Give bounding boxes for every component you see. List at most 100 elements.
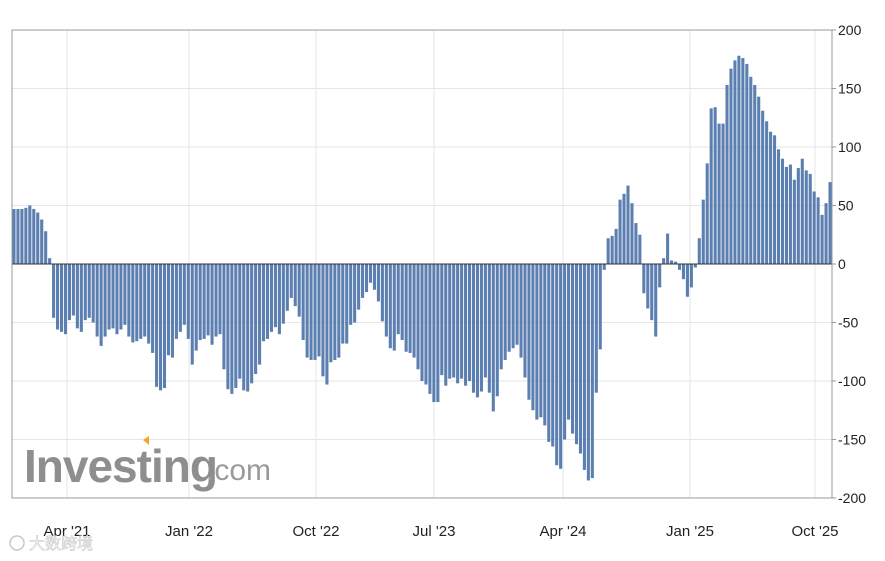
bar bbox=[115, 264, 119, 335]
bar bbox=[194, 264, 198, 351]
bar bbox=[159, 264, 163, 391]
bar bbox=[400, 264, 404, 341]
bar bbox=[218, 264, 222, 335]
bar bbox=[448, 264, 452, 379]
bar bbox=[563, 264, 567, 440]
bar bbox=[471, 264, 476, 393]
bar bbox=[606, 238, 610, 264]
bar bbox=[527, 264, 531, 400]
bar bbox=[131, 264, 135, 343]
bar bbox=[143, 264, 147, 337]
bar bbox=[824, 203, 828, 264]
bar bbox=[24, 207, 28, 264]
bar bbox=[147, 264, 151, 344]
bar bbox=[713, 107, 717, 264]
bar bbox=[551, 264, 555, 447]
bar bbox=[503, 264, 507, 360]
bar bbox=[254, 264, 258, 374]
bar bbox=[123, 264, 127, 325]
bar bbox=[559, 264, 563, 469]
bar bbox=[361, 264, 365, 298]
bar bbox=[753, 84, 757, 265]
bar bbox=[67, 264, 71, 321]
bar bbox=[139, 264, 143, 339]
bar bbox=[717, 123, 721, 264]
bar bbox=[345, 264, 349, 344]
bar bbox=[444, 264, 448, 386]
bar bbox=[368, 264, 373, 283]
bar bbox=[440, 264, 444, 376]
bar bbox=[761, 110, 765, 264]
bar bbox=[127, 264, 131, 337]
bar bbox=[567, 264, 571, 420]
bar bbox=[737, 55, 741, 264]
bar bbox=[769, 131, 773, 264]
bar bbox=[52, 264, 56, 318]
bar bbox=[479, 264, 483, 392]
bar bbox=[650, 264, 654, 321]
bar bbox=[804, 170, 808, 264]
bar bbox=[424, 264, 428, 385]
bar bbox=[773, 135, 777, 264]
logo-accent-icon bbox=[143, 436, 149, 445]
bar bbox=[535, 264, 539, 420]
bar bbox=[788, 164, 792, 264]
bar bbox=[721, 123, 725, 264]
y-tick-label: 100 bbox=[838, 139, 862, 155]
bar bbox=[170, 264, 174, 358]
bar bbox=[281, 264, 285, 324]
bar bbox=[258, 264, 262, 365]
bar bbox=[87, 264, 91, 318]
bar bbox=[428, 264, 432, 394]
bar bbox=[365, 264, 369, 293]
bar bbox=[594, 264, 598, 393]
bar bbox=[388, 264, 392, 349]
bar bbox=[162, 264, 167, 389]
bar bbox=[796, 168, 800, 264]
bar bbox=[432, 264, 436, 403]
bar bbox=[519, 264, 523, 358]
bar bbox=[681, 264, 685, 280]
bar bbox=[784, 166, 788, 264]
bar bbox=[741, 58, 745, 264]
bar bbox=[337, 264, 341, 358]
y-tick-label: -200 bbox=[838, 490, 866, 506]
bar bbox=[246, 264, 250, 392]
bar bbox=[812, 191, 816, 264]
bar bbox=[155, 264, 159, 387]
bar bbox=[305, 264, 309, 358]
bar bbox=[111, 264, 115, 329]
bar bbox=[614, 228, 618, 264]
bar bbox=[622, 193, 626, 264]
bar bbox=[289, 264, 293, 298]
bar bbox=[626, 185, 630, 264]
bar bbox=[539, 264, 543, 418]
bar bbox=[677, 264, 682, 270]
bar bbox=[729, 68, 733, 264]
bar bbox=[404, 264, 408, 352]
bar bbox=[408, 264, 412, 353]
bar bbox=[757, 96, 761, 264]
bar bbox=[396, 264, 400, 335]
bar bbox=[464, 264, 468, 386]
bar bbox=[250, 264, 254, 384]
bar bbox=[262, 264, 266, 342]
bar bbox=[634, 223, 638, 264]
bar bbox=[63, 264, 68, 335]
bar bbox=[198, 264, 202, 341]
bar bbox=[709, 108, 713, 264]
bar bbox=[103, 264, 107, 337]
bar bbox=[269, 264, 274, 332]
bar bbox=[333, 264, 337, 360]
bar bbox=[574, 264, 579, 445]
bar bbox=[301, 264, 305, 341]
bar bbox=[800, 158, 804, 264]
bar bbox=[12, 209, 16, 264]
bar bbox=[495, 264, 499, 397]
x-tick-label: Apr '21 bbox=[43, 523, 90, 540]
bar bbox=[733, 60, 737, 264]
bar bbox=[238, 264, 242, 379]
bar bbox=[590, 264, 594, 479]
y-tick-label: 0 bbox=[838, 256, 846, 272]
bar bbox=[642, 264, 646, 294]
